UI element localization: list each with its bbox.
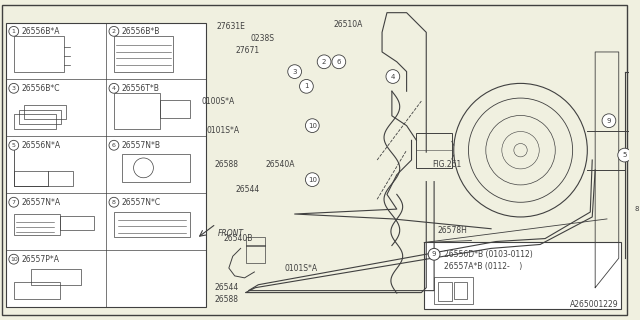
Bar (31, 269, 81, 285)
Text: 5: 5 (623, 152, 627, 158)
Text: 5: 5 (12, 143, 16, 148)
Text: 26556D*B (0103-0112): 26556D*B (0103-0112) (444, 250, 532, 259)
Text: 0101S*A: 0101S*A (285, 264, 318, 273)
Bar (13, 282, 60, 300)
Text: 1: 1 (12, 29, 16, 34)
Bar (13, 115, 56, 129)
Bar (438, 282, 452, 301)
Bar (122, 154, 190, 182)
Text: 8: 8 (634, 206, 639, 212)
Bar (24, 105, 66, 119)
Text: 4: 4 (390, 74, 395, 79)
Text: 2: 2 (112, 29, 116, 34)
Text: A265001229: A265001229 (570, 300, 619, 309)
Circle shape (9, 254, 19, 264)
Text: 6: 6 (112, 143, 116, 148)
Circle shape (636, 119, 640, 132)
Bar (424, 243, 621, 309)
Circle shape (317, 55, 331, 69)
Text: 26557A*B (0112-    ): 26557A*B (0112- ) (444, 261, 522, 271)
Circle shape (288, 65, 301, 78)
Bar (60, 216, 94, 230)
Text: 8: 8 (112, 200, 116, 205)
Text: 2: 2 (322, 59, 326, 65)
Bar (13, 36, 65, 72)
Bar (13, 172, 73, 186)
Bar (6, 22, 206, 307)
Bar (246, 245, 265, 263)
Text: 26588: 26588 (214, 295, 238, 304)
Circle shape (109, 84, 119, 93)
Text: 6: 6 (337, 59, 341, 65)
Bar (417, 132, 452, 168)
Text: FIG.261: FIG.261 (432, 160, 461, 169)
Text: 26588: 26588 (214, 160, 238, 169)
Text: 26556T*B: 26556T*B (122, 84, 159, 93)
Text: 26540A: 26540A (265, 160, 294, 169)
Circle shape (630, 202, 640, 216)
Text: 0101S*A: 0101S*A (206, 126, 239, 135)
Text: 7: 7 (12, 200, 16, 205)
Circle shape (332, 55, 346, 69)
Text: 9: 9 (607, 118, 611, 124)
Circle shape (109, 140, 119, 150)
Bar (161, 100, 190, 118)
Circle shape (305, 173, 319, 187)
Text: 26556B*C: 26556B*C (22, 84, 60, 93)
Text: 26556N*A: 26556N*A (22, 141, 61, 150)
Text: 26557N*C: 26557N*C (122, 198, 161, 207)
Circle shape (9, 84, 19, 93)
Circle shape (386, 70, 400, 84)
Circle shape (9, 27, 19, 36)
Circle shape (305, 119, 319, 132)
Text: 3: 3 (292, 68, 297, 75)
Text: 10: 10 (308, 177, 317, 183)
Bar (434, 277, 474, 304)
Bar (454, 282, 467, 300)
Text: 26510A: 26510A (334, 20, 364, 29)
Circle shape (109, 27, 119, 36)
Circle shape (618, 148, 632, 162)
Circle shape (636, 168, 640, 182)
Circle shape (300, 79, 314, 93)
Text: 26556B*B: 26556B*B (122, 27, 160, 36)
Text: 9: 9 (432, 251, 436, 257)
Circle shape (602, 114, 616, 128)
Text: 26540B: 26540B (224, 234, 253, 243)
Text: 26557N*B: 26557N*B (122, 141, 161, 150)
Bar (13, 214, 60, 236)
Text: 26557P*A: 26557P*A (22, 255, 60, 264)
Text: 26557N*A: 26557N*A (22, 198, 61, 207)
Text: FRONT: FRONT (218, 229, 244, 238)
Text: 4: 4 (112, 86, 116, 91)
Text: 0100S*A: 0100S*A (202, 97, 235, 106)
Text: 0238S: 0238S (250, 34, 275, 43)
Bar (19, 109, 61, 124)
Text: 10: 10 (308, 123, 317, 129)
Bar (114, 93, 161, 129)
Circle shape (9, 140, 19, 150)
Bar (114, 36, 173, 72)
Text: 26556B*A: 26556B*A (22, 27, 60, 36)
Text: 26544: 26544 (214, 283, 238, 292)
Text: 3: 3 (12, 86, 16, 91)
Circle shape (9, 197, 19, 207)
Circle shape (109, 197, 119, 207)
Bar (114, 212, 190, 237)
Text: 26578H: 26578H (437, 226, 467, 235)
Text: 10: 10 (10, 257, 18, 262)
Text: 27631E: 27631E (216, 22, 245, 31)
Bar (246, 236, 265, 246)
Text: 1: 1 (304, 83, 308, 89)
Circle shape (428, 248, 440, 260)
Text: 26544: 26544 (236, 185, 260, 194)
Text: 27671: 27671 (236, 45, 260, 54)
